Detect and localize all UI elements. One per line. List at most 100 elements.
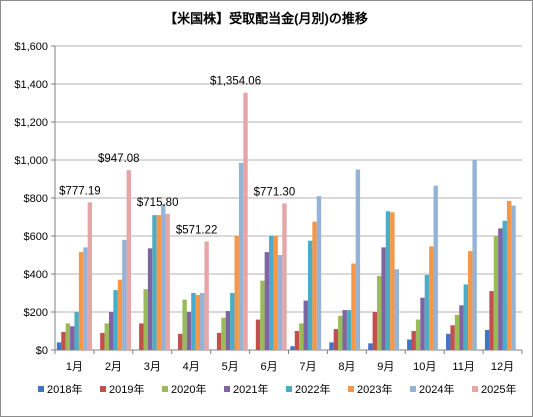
bar-2019年-5月: [216, 332, 222, 350]
bar-2019年-6月: [255, 319, 261, 350]
bar-2023年-3月: [156, 215, 162, 350]
bar-2023年-4月: [195, 294, 201, 350]
legend: 2018年 2019年 2020年 2021年 2022年 2023年 2024年 2025年: [38, 382, 516, 396]
x-tick-label: 5月: [222, 361, 239, 373]
bar-2024年-1月: [83, 247, 88, 350]
bar-2024年-6月: [277, 255, 283, 350]
bar-2024年-12月: [511, 205, 516, 350]
data-label: $947.08: [98, 153, 140, 165]
bar-2022年-4月: [191, 293, 196, 350]
bar-2021年-11月: [459, 305, 464, 350]
bar-2020年-5月: [221, 317, 226, 350]
bar-2022年-8月: [346, 310, 352, 350]
bar-2022年-7月: [307, 240, 313, 350]
bar-2022年-2月: [113, 290, 118, 350]
bar-2021年-6月: [264, 252, 270, 350]
bar-2024年-3月: [161, 203, 166, 350]
bar-2024年-9月: [394, 269, 399, 350]
x-tick-label: 6月: [260, 361, 277, 373]
x-tick-label: 9月: [377, 361, 394, 373]
data-label: $1,354.06: [210, 76, 261, 88]
bar-2023年-8月: [351, 263, 356, 350]
bar-2022年-10月: [424, 274, 430, 350]
legend-label: 2018年: [47, 382, 82, 396]
legend-swatch: [38, 386, 44, 392]
bar-2021年-1月: [70, 326, 75, 350]
bar-2024年-10月: [433, 185, 438, 350]
data-label: $715.80: [137, 197, 179, 209]
bar-2020年-6月: [260, 280, 265, 350]
bar-2022年-6月: [269, 236, 274, 350]
data-label: $571.22: [176, 224, 218, 236]
bar-2018年-10月: [407, 339, 412, 350]
bar-2021年-3月: [147, 248, 153, 350]
bar-2021年-5月: [225, 311, 231, 350]
bar-2023年-12月: [506, 200, 512, 350]
legend-swatch: [286, 386, 292, 392]
legend-swatch: [162, 386, 168, 392]
y-tick-label: $600: [24, 231, 48, 243]
bar-2020年-9月: [376, 275, 382, 350]
bar-2020年-4月: [182, 299, 187, 350]
y-tick-label: $400: [24, 269, 48, 281]
bar-2020年-11月: [454, 314, 460, 350]
legend-item-2020年: 2020年: [162, 382, 206, 396]
bar-2022年-5月: [230, 293, 235, 350]
bar-2025年-4月: [204, 241, 209, 350]
x-axis: 1月 2月 3月 4月 5月 6月 7月 8月 9月 10月 11月 12月: [54, 350, 523, 373]
bars: [56, 92, 516, 350]
x-tick-label: 10月: [413, 361, 436, 373]
y-tick-label: $200: [24, 307, 48, 319]
bar-2023年-7月: [312, 221, 317, 350]
bar-2021年-2月: [108, 312, 114, 350]
bar-2025年-1月: [87, 202, 93, 350]
legend-label: 2019年: [109, 382, 144, 396]
x-tick-label: 8月: [338, 361, 355, 373]
bar-2023年-2月: [117, 279, 123, 350]
x-tick-label: 2月: [105, 361, 122, 373]
bar-2021年-10月: [420, 297, 425, 350]
bar-2023年-6月: [273, 236, 278, 350]
y-axis: $0 $200 $400 $600 $800 $1,000 $1,200 $1,400 $1,6…: [14, 41, 56, 357]
x-tick-label: 4月: [183, 361, 200, 373]
bar-2023年-1月: [78, 252, 84, 350]
bar-2018年-9月: [368, 343, 373, 350]
bar-2019年-8月: [333, 329, 339, 350]
data-label: $777.19: [59, 185, 101, 197]
bar-2020年-3月: [143, 289, 148, 350]
bar-2022年-3月: [152, 215, 157, 350]
bar-2024年-11月: [472, 160, 477, 350]
bar-2023年-9月: [390, 212, 395, 350]
bar-2019年-9月: [372, 312, 377, 350]
bar-2018年-11月: [446, 333, 451, 350]
legend-swatch: [100, 386, 106, 392]
x-tick-label: 7月: [299, 361, 316, 373]
bar-2020年-2月: [104, 323, 109, 350]
bar-2022年-9月: [385, 211, 391, 350]
bar-2020年-7月: [299, 323, 304, 350]
legend-item-2024年: 2024年: [410, 382, 454, 396]
bar-2018年-12月: [484, 330, 490, 350]
data-labels: $777.19 $947.08 $715.80 $571.22 $1,354.06 $77…: [59, 76, 295, 237]
legend-swatch: [224, 386, 230, 392]
bar-2024年-7月: [316, 196, 322, 350]
bar-2018年-7月: [290, 346, 295, 350]
legend-label: 2023年: [357, 382, 392, 396]
bar-2019年-4月: [178, 333, 183, 350]
bar-2025年-3月: [165, 213, 170, 350]
legend-item-2018年: 2018年: [38, 382, 82, 396]
bar-2021年-4月: [186, 312, 192, 350]
bar-2022年-12月: [502, 220, 507, 350]
bar-2021年-7月: [303, 300, 308, 350]
bar-2019年-3月: [139, 323, 144, 350]
y-tick-label: $800: [24, 193, 48, 205]
legend-item-2022年: 2022年: [286, 382, 330, 396]
bar-2022年-11月: [463, 284, 469, 350]
x-tick-label: 1月: [66, 361, 83, 373]
x-tick-label: 11月: [452, 361, 474, 373]
bar-2025年-6月: [282, 203, 287, 350]
bar-2024年-4月: [200, 293, 205, 350]
bar-2020年-12月: [493, 236, 499, 350]
bar-2023年-11月: [468, 251, 473, 350]
